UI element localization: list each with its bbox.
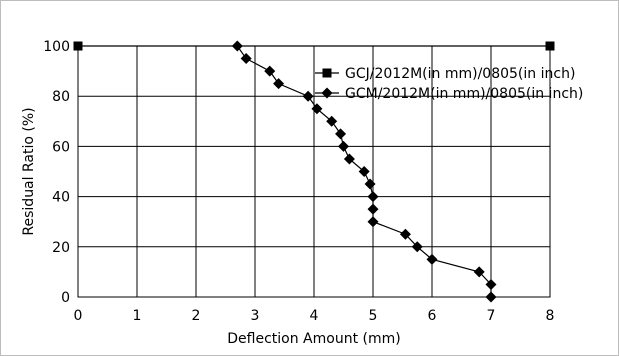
x-tick-label-1: 1	[133, 308, 142, 324]
y-tick-label-20: 20	[52, 240, 70, 256]
legend-marker-2	[321, 87, 333, 99]
x-tick-label-0: 0	[74, 308, 83, 324]
series-2-point-11	[358, 166, 370, 177]
series-2-point-14	[367, 203, 379, 215]
series-2-point-12	[364, 178, 376, 190]
legend-marker-1	[322, 68, 332, 78]
series-2-point-3	[264, 65, 276, 77]
series-2-point-17	[411, 241, 423, 253]
series-2-point-7	[326, 115, 338, 127]
x-tick-label-8: 8	[546, 308, 555, 324]
series-2-point-10	[343, 153, 355, 165]
series-1-point-1	[73, 41, 83, 51]
series-2-point-21	[485, 291, 497, 303]
series-2-point-8	[335, 128, 347, 140]
x-tick-label-4: 4	[310, 308, 319, 324]
y-tick-label-80: 80	[52, 89, 70, 105]
x-tick-label-5: 5	[369, 308, 378, 324]
y-tick-label-0: 0	[61, 290, 70, 306]
legend: GCJ/2012M(in mm)/0805(in inch) GCM/2012M(…	[315, 66, 583, 102]
series-2-point-4	[273, 78, 285, 90]
series-2-point-1	[231, 40, 243, 52]
series-2-point-9	[338, 140, 349, 152]
series-2-point-16	[399, 228, 411, 240]
legend-label-2: GCM/2012M(in mm)/0805(in inch)	[345, 86, 583, 102]
y-axis: 0 20 40 60 80 100	[43, 39, 70, 306]
x-tick-label-7: 7	[487, 308, 496, 324]
series-2	[231, 40, 497, 303]
y-axis-title: Residual Ratio (%)	[21, 107, 37, 235]
series-1-point-2	[545, 41, 555, 51]
x-axis: 0 1 2 3 4 5 6 7 8	[74, 308, 555, 324]
x-tick-label-6: 6	[428, 308, 437, 324]
series-2-point-13	[367, 191, 379, 203]
series-1	[73, 41, 555, 51]
series-2-point-6	[311, 103, 323, 115]
series-2-point-2	[240, 53, 252, 65]
x-tick-label-3: 3	[251, 308, 260, 324]
grid	[77, 45, 551, 298]
series-2-point-18	[426, 253, 438, 265]
x-tick-label-2: 2	[192, 308, 201, 324]
legend-label-1: GCJ/2012M(in mm)/0805(in inch)	[345, 66, 575, 82]
x-axis-title: Deflection Amount (mm)	[227, 331, 400, 347]
y-tick-label-40: 40	[52, 190, 70, 206]
y-tick-label-60: 60	[52, 139, 70, 155]
y-tick-label-100: 100	[43, 39, 70, 55]
series-2-point-15	[367, 216, 379, 228]
series-2-point-19	[473, 266, 485, 278]
series-layer	[73, 40, 555, 303]
series-2-point-5	[302, 90, 314, 102]
series-2-point-20	[485, 278, 497, 290]
